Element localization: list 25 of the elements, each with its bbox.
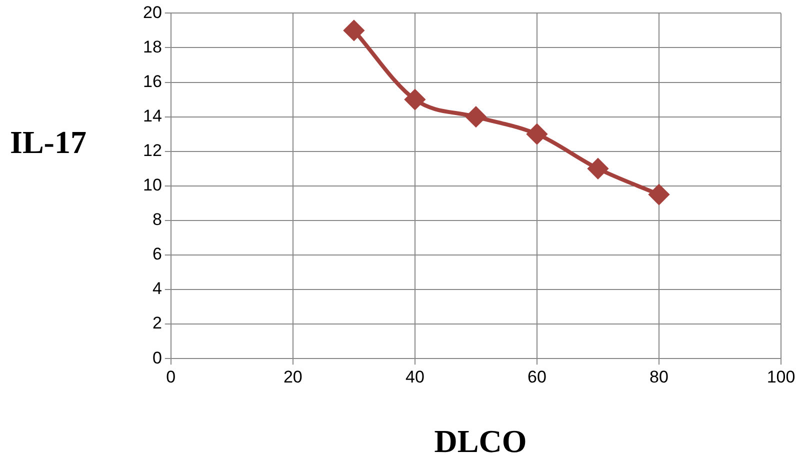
y-tick-label: 10	[142, 176, 162, 195]
y-tick-label: 18	[142, 37, 162, 56]
x-tick-label: 60	[528, 367, 546, 386]
point	[466, 106, 486, 127]
y-tick-label: 8	[152, 210, 162, 230]
x-tick-label: 0	[166, 367, 176, 386]
x-tick-label: 40	[405, 367, 424, 386]
x-tick-label: 100	[766, 367, 796, 386]
y-tick-label: 6	[152, 244, 162, 264]
x-axis-title: DLCO	[433, 423, 528, 460]
y-tick-label: 16	[142, 72, 162, 91]
y-tick-label: 2	[152, 314, 162, 333]
y-tick-label: 14	[142, 106, 162, 126]
point	[404, 90, 425, 110]
y-tick-label: 0	[152, 348, 162, 368]
point	[648, 184, 669, 205]
point	[344, 20, 364, 40]
point	[526, 124, 547, 144]
x-tick-label: 80	[650, 367, 668, 386]
point	[588, 158, 608, 179]
y-tick-label: 12	[142, 141, 162, 160]
y-tick-label: 20	[142, 2, 162, 22]
y-tick-label: 4	[152, 279, 162, 298]
y-axis-title: IL-17	[10, 124, 86, 161]
x-tick-label: 20	[283, 367, 302, 386]
